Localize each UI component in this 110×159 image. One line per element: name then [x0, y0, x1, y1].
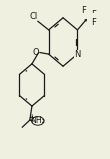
Text: F: F	[91, 10, 96, 19]
Text: NH₂: NH₂	[31, 116, 46, 125]
Text: O: O	[33, 48, 39, 57]
Text: Cl: Cl	[29, 12, 37, 21]
Text: +: +	[28, 113, 35, 122]
Text: N: N	[74, 50, 81, 59]
Text: F: F	[91, 18, 96, 27]
Text: F: F	[81, 6, 86, 15]
